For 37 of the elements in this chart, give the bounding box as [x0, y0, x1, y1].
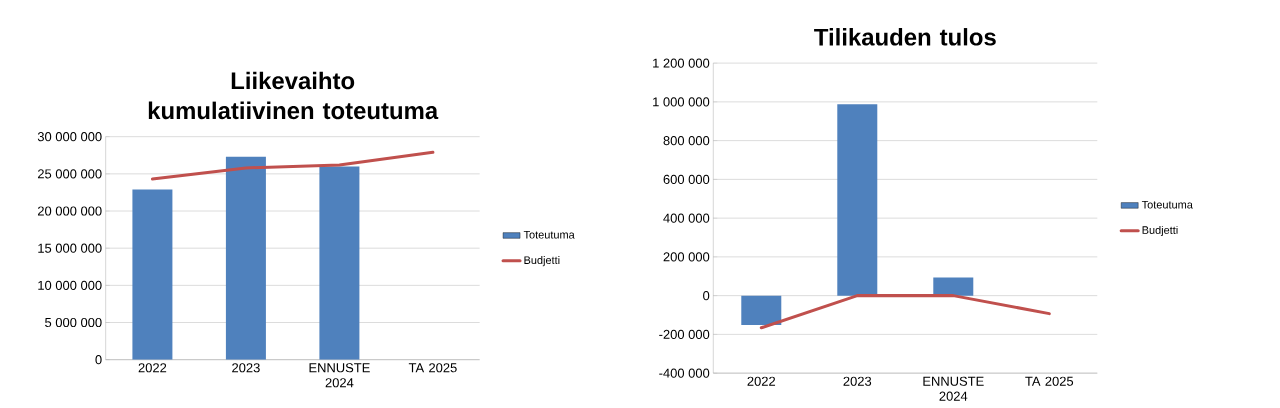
x-tick-label: 2022	[138, 363, 167, 373]
y-tick-label: -400 000	[659, 368, 710, 378]
y-tick-label: 10 000 000	[38, 280, 102, 290]
bar	[132, 189, 173, 360]
bar	[319, 166, 360, 360]
y-tick-label: 25 000 000	[37, 169, 102, 179]
bar	[933, 277, 974, 296]
y-tick-label: 5 000 000	[45, 317, 102, 328]
x-tick-label: 2023	[843, 376, 872, 386]
y-tick-label: 600 000	[663, 174, 710, 184]
x-tick-label: 2022	[747, 376, 776, 386]
x-tick-label: TA 2025	[1025, 376, 1074, 386]
bar	[837, 104, 878, 296]
y-tick-label: 1 000 000	[653, 97, 710, 107]
y-tick-label: 15 000 000	[38, 243, 102, 253]
y-tick-label: 800 000	[663, 136, 710, 146]
bar	[741, 295, 782, 326]
bar	[225, 156, 266, 360]
legend-label: Toteutuma	[523, 230, 575, 239]
x-tick-label: TA 2025	[408, 363, 457, 373]
legend-label: Budjetti	[524, 255, 560, 267]
x-tick-label: 2023	[232, 363, 260, 373]
y-tick-label: 0	[703, 291, 710, 301]
legend-label: Toteutuma	[1141, 200, 1193, 209]
line-series	[150, 150, 435, 181]
y-tick-label: 400 000	[663, 213, 710, 223]
x-tick-label: ENNUSTE 2024	[309, 363, 370, 388]
legend-label: Budjetti	[1142, 225, 1178, 237]
chart-title: Liikevaihto kumulatiivinen toteutuma	[148, 71, 439, 120]
y-tick-label: -200 000	[659, 329, 710, 339]
y-tick-label: 30 000 000	[37, 132, 102, 142]
y-tick-label: 1 200 000	[653, 58, 710, 68]
y-tick-label: 20 000 000	[37, 206, 102, 216]
x-tick-label: ENNUSTE 2024	[923, 376, 984, 401]
y-tick-label: 0	[95, 355, 102, 365]
chart-title: Tilikauden tulos	[814, 28, 996, 46]
y-tick-label: 200 000	[663, 252, 710, 262]
